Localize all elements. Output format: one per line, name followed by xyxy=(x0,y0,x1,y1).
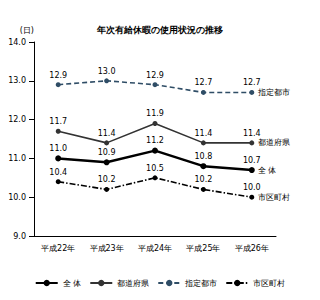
svg-text:平成24年: 平成24年 xyxy=(138,244,172,253)
svg-text:12.7: 12.7 xyxy=(194,78,212,87)
svg-text:平成25年: 平成25年 xyxy=(186,244,220,253)
svg-text:12.0: 12.0 xyxy=(8,115,26,124)
svg-text:11.0: 11.0 xyxy=(49,144,67,153)
svg-text:平成26年: 平成26年 xyxy=(235,244,269,253)
svg-text:全 体: 全 体 xyxy=(258,166,277,175)
svg-text:13.0: 13.0 xyxy=(8,76,26,85)
svg-text:11.9: 11.9 xyxy=(146,109,164,118)
svg-text:市区町村: 市区町村 xyxy=(253,279,285,288)
svg-text:11.2: 11.2 xyxy=(146,136,164,145)
svg-text:11.4: 11.4 xyxy=(98,129,116,138)
svg-text:9.0: 9.0 xyxy=(13,232,26,241)
svg-text:12.9: 12.9 xyxy=(49,71,67,80)
svg-text:10.7: 10.7 xyxy=(243,156,261,165)
svg-text:12.9: 12.9 xyxy=(146,71,164,80)
svg-text:10.9: 10.9 xyxy=(98,148,116,157)
svg-text:11.7: 11.7 xyxy=(49,117,67,126)
svg-text:13.0: 13.0 xyxy=(98,67,116,76)
svg-text:都道府県: 都道府県 xyxy=(117,279,149,288)
svg-text:11.4: 11.4 xyxy=(194,129,212,138)
svg-text:14.0: 14.0 xyxy=(8,38,26,47)
svg-text:10.5: 10.5 xyxy=(146,164,164,173)
svg-text:指定都市: 指定都市 xyxy=(257,88,290,97)
svg-text:平成23年: 平成23年 xyxy=(90,244,124,253)
svg-text:10.0: 10.0 xyxy=(243,183,261,192)
svg-text:全 体: 全 体 xyxy=(63,279,82,288)
svg-text:指定都市: 指定都市 xyxy=(184,279,217,288)
svg-text:(日): (日) xyxy=(20,26,34,35)
svg-text:都道府県: 都道府県 xyxy=(258,138,290,147)
svg-text:10.2: 10.2 xyxy=(98,175,116,184)
svg-text:市区町村: 市区町村 xyxy=(258,193,290,202)
svg-text:年次有給休暇の使用状況の推移: 年次有給休暇の使用状況の推移 xyxy=(96,25,223,35)
svg-text:12.7: 12.7 xyxy=(243,78,261,87)
svg-text:平成22年: 平成22年 xyxy=(41,244,75,253)
svg-text:10.8: 10.8 xyxy=(194,152,212,161)
svg-text:10.4: 10.4 xyxy=(49,168,67,177)
svg-text:11.0: 11.0 xyxy=(8,154,26,163)
svg-text:11.4: 11.4 xyxy=(243,129,261,138)
svg-text:10.0: 10.0 xyxy=(8,193,26,202)
svg-text:10.2: 10.2 xyxy=(194,175,212,184)
